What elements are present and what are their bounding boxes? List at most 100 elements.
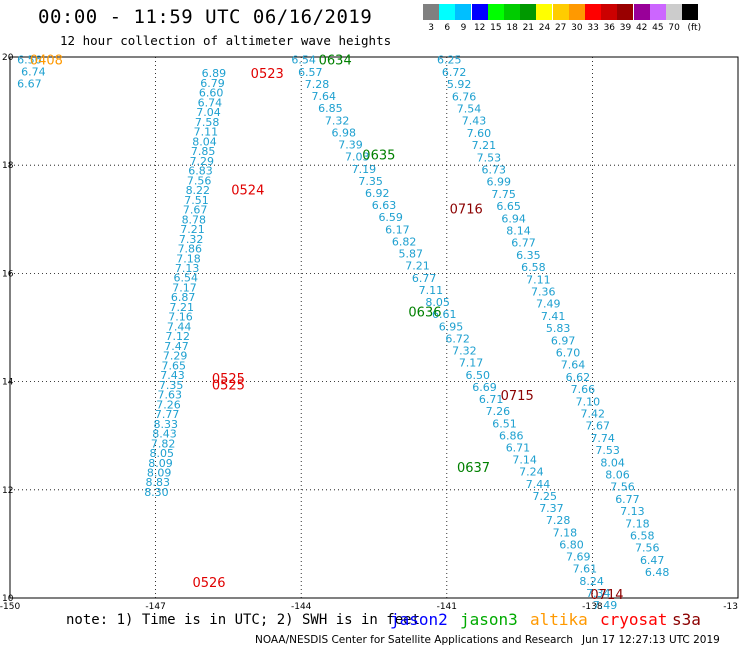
map-grid bbox=[9, 56, 739, 599]
wave-height-value: 7.53 bbox=[595, 444, 620, 457]
wave-height-value: 6.74 bbox=[198, 96, 223, 109]
wave-height-value: 7.18 bbox=[553, 526, 578, 539]
wave-height-value: 7.24 bbox=[519, 466, 544, 479]
wave-height-value: 6.67 bbox=[17, 78, 42, 91]
wave-height-value: 7.58 bbox=[195, 116, 220, 129]
longitude-tick-label: -150 bbox=[0, 602, 20, 610]
wave-height-value: 7.26 bbox=[156, 398, 181, 411]
wave-height-value: 6.89 bbox=[202, 67, 227, 80]
wave-height-value: 6.77 bbox=[511, 237, 536, 250]
wave-height-value: 8.09 bbox=[148, 457, 173, 470]
wave-height-value: 7.18 bbox=[176, 252, 201, 265]
latitude-tick-label: 16 bbox=[2, 269, 14, 279]
units-note: note: 1) Time is in UTC; 2) SWH is in fe… bbox=[66, 612, 421, 628]
wave-height-value: 7.82 bbox=[151, 437, 176, 450]
wave-height-value: 6.79 bbox=[200, 77, 225, 90]
wave-height-value: 6.92 bbox=[365, 187, 390, 200]
wave-height-value: 8.09 bbox=[147, 466, 172, 479]
legend-label: 12 bbox=[473, 23, 486, 33]
wave-height-value: 7.34 bbox=[586, 587, 611, 600]
wave-height-value: 6.60 bbox=[199, 87, 224, 100]
credit-line: NOAA/NESDIS Center for Satellite Applica… bbox=[255, 634, 573, 646]
wave-height-value: 6.71 bbox=[506, 441, 531, 454]
wave-height-value: 6.97 bbox=[551, 334, 576, 347]
latitude-tick-label: 18 bbox=[2, 161, 14, 171]
legend-label: (ft) bbox=[687, 23, 702, 33]
wave-height-value: 7.69 bbox=[566, 551, 591, 564]
legend-swatch bbox=[585, 4, 601, 20]
legend-label: 18 bbox=[506, 23, 518, 33]
legend-swatch bbox=[423, 4, 439, 20]
wave-height-value: 7.14 bbox=[512, 454, 537, 467]
legend-label: 30 bbox=[571, 23, 583, 33]
wave-height-value: 6.98 bbox=[332, 126, 357, 139]
wave-height-value: 5.92 bbox=[447, 78, 472, 91]
legend-swatch bbox=[439, 4, 456, 20]
legend-label: 15 bbox=[490, 23, 502, 33]
legend-label: 33 bbox=[587, 23, 599, 33]
pass-time-label: 0523 bbox=[251, 67, 284, 82]
wave-height-value: 7.11 bbox=[419, 284, 444, 297]
wave-height-value: 6.82 bbox=[392, 235, 417, 248]
legend-label: 3 bbox=[428, 23, 434, 33]
legend-swatch bbox=[552, 4, 569, 20]
legend-swatch bbox=[568, 4, 585, 20]
wave-height-value: 7.13 bbox=[175, 262, 200, 275]
satellite-name-cryosat: cryosat bbox=[600, 610, 668, 629]
wave-height-value: 6.95 bbox=[439, 320, 464, 333]
wave-height-value: 7.18 bbox=[625, 517, 650, 530]
wave-height-value: 7.29 bbox=[163, 350, 188, 363]
wave-height-value: 8.30 bbox=[144, 486, 169, 499]
wave-height-value: 7.21 bbox=[180, 223, 205, 236]
legend-swatch bbox=[504, 4, 520, 20]
wave-height-value: 8.43 bbox=[152, 428, 177, 441]
legend-swatch bbox=[471, 4, 488, 20]
wave-height-value: 6.57 bbox=[298, 66, 323, 79]
wave-height-value: 7.32 bbox=[325, 114, 350, 127]
wave-height-value: 7.56 bbox=[610, 481, 635, 494]
pass-time-label: 0635 bbox=[362, 148, 395, 163]
wave-height-value: 7.21 bbox=[405, 260, 430, 273]
wave-height-value: 7.54 bbox=[457, 103, 482, 116]
wave-height-value: 6.99 bbox=[486, 176, 511, 189]
wave-height-value: 7.43 bbox=[160, 369, 185, 382]
wave-height-value: 7.37 bbox=[539, 502, 564, 515]
wave-height-value: 7.60 bbox=[467, 127, 492, 140]
wave-height-value: 6.50 bbox=[466, 369, 491, 382]
pass-time-label: 0634 bbox=[319, 54, 352, 69]
legend-swatch bbox=[666, 4, 682, 20]
wave-height-value: 6.65 bbox=[496, 200, 521, 213]
wave-height-value: 7.74 bbox=[590, 432, 615, 445]
wave-height-value: 7.47 bbox=[164, 340, 189, 353]
wave-height-value: 6.51 bbox=[492, 417, 517, 430]
wave-height-value: 7.36 bbox=[531, 285, 556, 298]
wave-height-value: 7.28 bbox=[546, 514, 571, 527]
pass-time-label: 0524 bbox=[231, 184, 264, 199]
satellite-name-s3a: s3a bbox=[672, 610, 701, 629]
pass-time-label: 0525 bbox=[212, 378, 245, 393]
pass-time-label: 0525 bbox=[212, 372, 245, 387]
longitude-tick-label: -141 bbox=[437, 602, 457, 610]
wave-height-value: 7.26 bbox=[486, 405, 511, 418]
wave-height-value: 6.72 bbox=[445, 332, 470, 345]
wave-height-value: 7.64 bbox=[561, 359, 586, 372]
wave-height-value: 7.49 bbox=[593, 599, 618, 610]
latitude-tick-label: 14 bbox=[2, 378, 14, 388]
legend-swatch bbox=[520, 4, 537, 20]
legend-swatch bbox=[536, 4, 553, 20]
wave-height-value: 6.35 bbox=[516, 249, 541, 262]
wave-height-value: 7.12 bbox=[166, 330, 191, 343]
wave-height-value: 7.85 bbox=[191, 145, 216, 158]
wave-height-value: 7.63 bbox=[158, 389, 183, 402]
pass-time-label: 0714 bbox=[590, 588, 623, 603]
pass-time-label: 0408 bbox=[30, 54, 63, 69]
wave-height-value: 6.76 bbox=[452, 90, 477, 103]
legend-swatch bbox=[601, 4, 618, 20]
wave-height-value: 7.35 bbox=[159, 379, 184, 392]
longitude-tick-label: -147 bbox=[145, 602, 165, 610]
wave-height-value: 6.83 bbox=[188, 165, 213, 178]
generation-timestamp: Jun 17 12:27:13 UTC 2019 bbox=[582, 634, 720, 646]
wave-height-value: 6.61 bbox=[432, 308, 457, 321]
wave-height-value: 7.29 bbox=[190, 155, 215, 168]
